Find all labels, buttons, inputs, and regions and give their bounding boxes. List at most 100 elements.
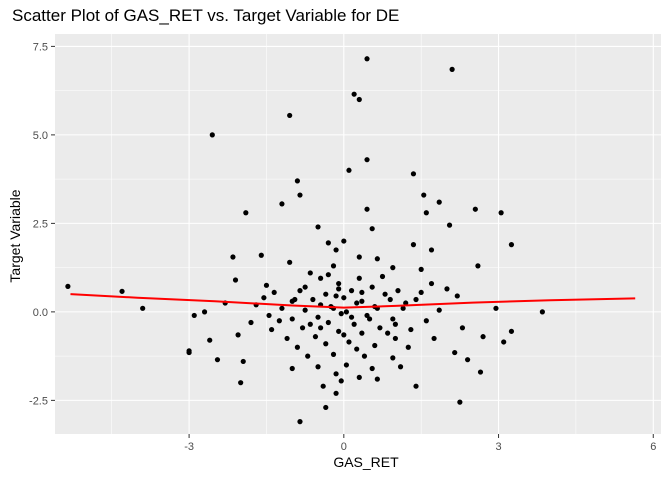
data-point [318, 325, 323, 330]
data-point [362, 354, 367, 359]
data-point [429, 247, 434, 252]
data-point [393, 322, 398, 327]
data-point [341, 332, 346, 337]
data-point [303, 308, 308, 313]
data-point [352, 92, 357, 97]
data-point [444, 286, 449, 291]
data-point [318, 276, 323, 281]
x-tick-label: 6 [650, 441, 656, 453]
data-point [352, 322, 357, 327]
data-point [375, 377, 380, 382]
data-point [290, 316, 295, 321]
data-point [359, 331, 364, 336]
data-point [308, 322, 313, 327]
data-point [295, 178, 300, 183]
data-point [315, 315, 320, 320]
data-point [419, 267, 424, 272]
data-point [411, 242, 416, 247]
data-point [248, 320, 253, 325]
data-point [382, 292, 387, 297]
data-point [431, 336, 436, 341]
data-point [419, 290, 424, 295]
data-point [287, 260, 292, 265]
data-point [406, 345, 411, 350]
data-point [364, 207, 369, 212]
data-point [349, 315, 354, 320]
data-point [473, 207, 478, 212]
x-tick-label: 0 [341, 441, 347, 453]
data-point [465, 357, 470, 362]
data-point [540, 309, 545, 314]
data-point [359, 299, 364, 304]
data-point [357, 276, 362, 281]
data-point [290, 299, 295, 304]
data-point [475, 263, 480, 268]
data-point [243, 210, 248, 215]
data-point [372, 343, 377, 348]
data-point [297, 192, 302, 197]
data-point [455, 293, 460, 298]
data-point [354, 300, 359, 305]
data-point [429, 281, 434, 286]
data-point [284, 336, 289, 341]
data-point [349, 288, 354, 293]
data-point [315, 364, 320, 369]
data-point [478, 369, 483, 374]
data-point [336, 329, 341, 334]
data-point [480, 334, 485, 339]
data-point [326, 272, 331, 277]
data-point [450, 67, 455, 72]
data-point [333, 247, 338, 252]
data-point [499, 210, 504, 215]
data-point [344, 362, 349, 367]
data-point [308, 270, 313, 275]
data-point [207, 338, 212, 343]
x-tick-label: 3 [495, 441, 501, 453]
data-point [408, 327, 413, 332]
x-tick-label: -3 [184, 441, 194, 453]
data-point [315, 224, 320, 229]
data-point [393, 336, 398, 341]
data-point [65, 284, 70, 289]
data-point [261, 295, 266, 300]
y-axis: -2.5 0.0 2.5 5.0 7.5 [29, 41, 55, 407]
data-point [388, 297, 393, 302]
data-point [303, 284, 308, 289]
x-axis-label: GAS_RET [0, 454, 672, 470]
data-point [377, 325, 382, 330]
data-point [380, 274, 385, 279]
data-point [344, 309, 349, 314]
data-point [385, 331, 390, 336]
data-point [364, 157, 369, 162]
data-point [331, 352, 336, 357]
data-point [346, 168, 351, 173]
data-point [333, 371, 338, 376]
data-point [336, 281, 341, 286]
data-point [323, 292, 328, 297]
y-tick-label: 7.5 [33, 41, 48, 53]
data-point [140, 306, 145, 311]
data-point [326, 320, 331, 325]
y-tick-label: 0.0 [33, 307, 48, 319]
data-point [395, 288, 400, 293]
data-point [323, 341, 328, 346]
data-point [272, 290, 277, 295]
data-point [230, 254, 235, 259]
data-point [259, 253, 264, 258]
plot-panel [55, 34, 661, 434]
data-point [411, 171, 416, 176]
data-point [413, 384, 418, 389]
data-point [264, 283, 269, 288]
data-point [297, 419, 302, 424]
data-point [241, 359, 246, 364]
data-point [457, 400, 462, 405]
data-point [509, 242, 514, 247]
data-point [323, 405, 328, 410]
data-point [370, 226, 375, 231]
data-point [370, 284, 375, 289]
data-point [313, 334, 318, 339]
data-point [346, 339, 351, 344]
data-point [367, 316, 372, 321]
y-tick-label: -2.5 [29, 395, 48, 407]
data-point [437, 200, 442, 205]
